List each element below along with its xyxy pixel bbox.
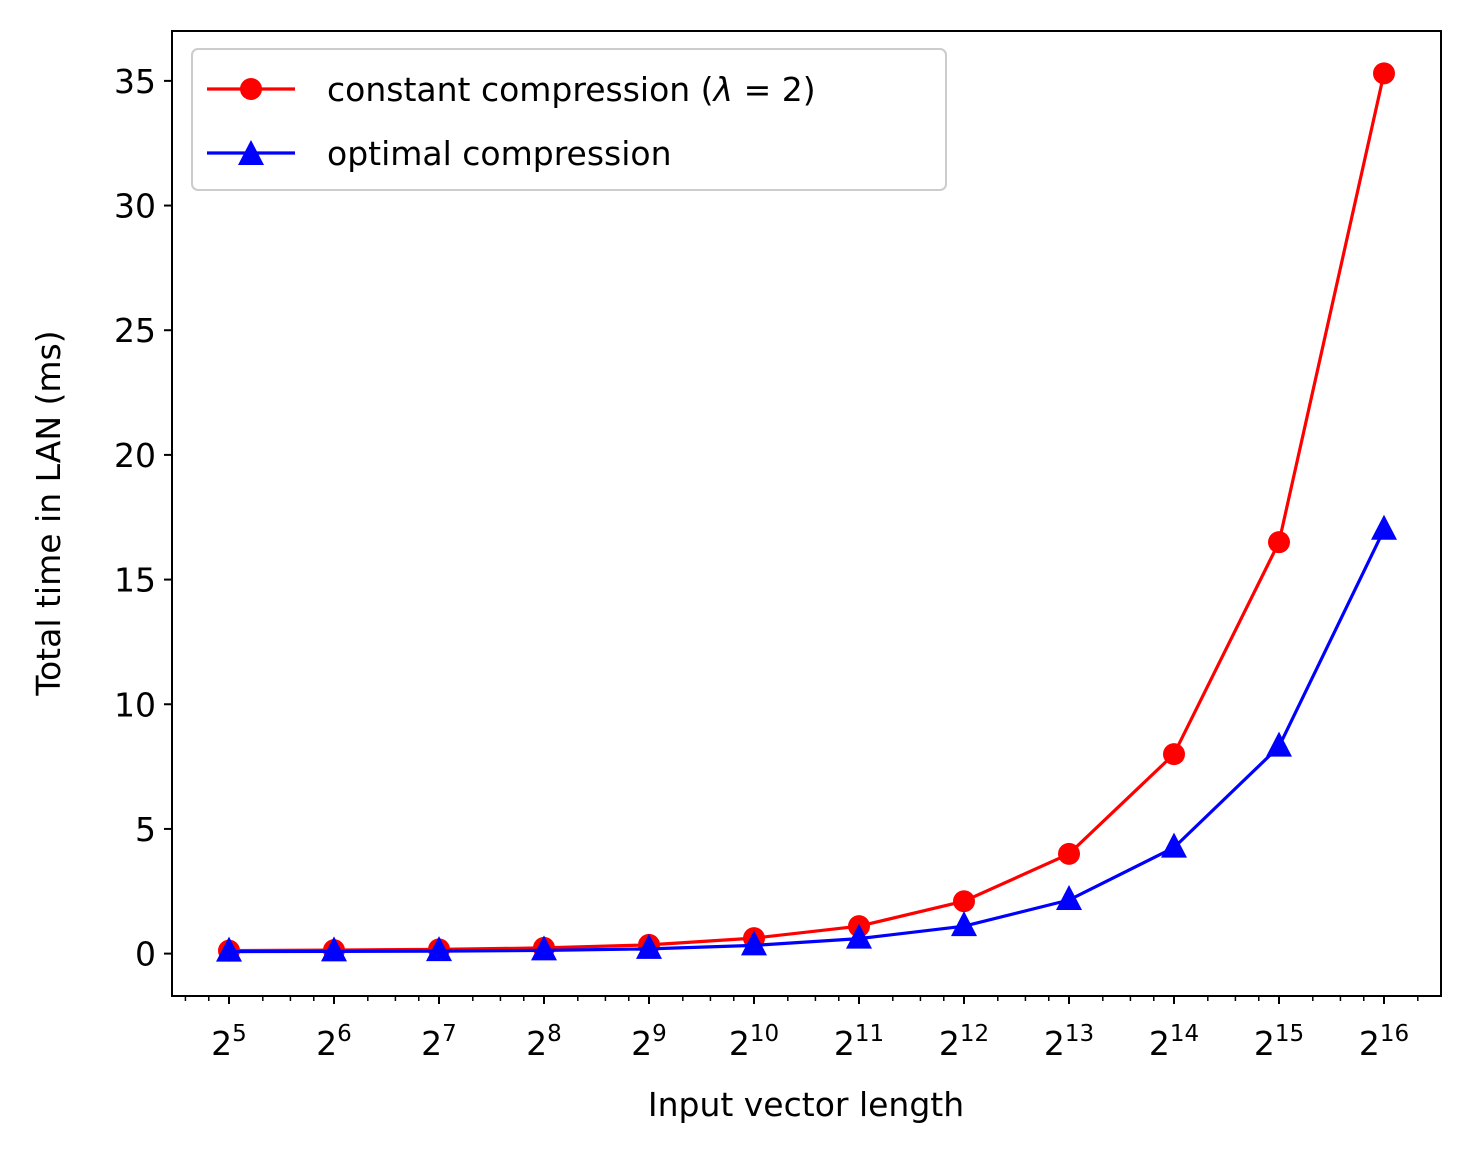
- data-point: [953, 890, 975, 913]
- axis-ticks: 0 5 10 15 20 25 30 35 25 26 27 28 29 210 211 212 213 214 2…: [114, 62, 1419, 1063]
- data-point: [1056, 884, 1082, 910]
- x-tick-label: 210: [729, 1021, 779, 1063]
- data-point: [426, 936, 452, 962]
- legend-label-constant: constant compression (λ = 2): [327, 70, 816, 109]
- x-tick-label: 29: [631, 1021, 667, 1063]
- x-tick-label: 216: [1359, 1021, 1409, 1063]
- x-tick-label: 215: [1254, 1021, 1304, 1063]
- data-point: [741, 930, 767, 956]
- data-point: [1163, 743, 1185, 766]
- series-line: [228, 529, 1386, 954]
- series-layer: [216, 62, 1397, 962]
- x-tick-label: 27: [421, 1021, 457, 1063]
- legend-marker-triangle: [238, 140, 264, 165]
- x-tick-label: 211: [834, 1021, 884, 1063]
- y-tick-label: 30: [114, 187, 156, 226]
- x-tick-label: 26: [316, 1021, 352, 1063]
- y-axis-label: Total time in LAN (ms): [29, 330, 68, 696]
- x-tick-label: 214: [1149, 1021, 1199, 1063]
- x-tick-label: 213: [1044, 1021, 1094, 1063]
- legend: constant compression (λ = 2) optimal com…: [191, 48, 947, 191]
- y-tick-label: 35: [114, 62, 156, 101]
- x-tick-label: 25: [211, 1021, 247, 1063]
- x-tick-label: 28: [526, 1021, 562, 1063]
- data-point: [951, 911, 977, 937]
- legend-marker-circle: [240, 78, 262, 100]
- x-tick-label: 212: [939, 1021, 989, 1063]
- data-point: [1268, 531, 1290, 554]
- y-tick-label: 15: [114, 561, 156, 600]
- data-point: [1266, 731, 1292, 757]
- data-point: [531, 935, 557, 961]
- x-axis-label: Input vector length: [648, 1085, 964, 1124]
- data-point: [846, 923, 872, 949]
- y-tick-label: 20: [114, 436, 156, 475]
- plot-frame: [171, 30, 1442, 997]
- y-tick-label: 10: [114, 685, 156, 724]
- data-point: [216, 936, 242, 962]
- series-line: [228, 73, 1386, 953]
- y-tick-label: 25: [114, 311, 156, 350]
- data-point: [1373, 62, 1395, 85]
- y-tick-label: 5: [135, 810, 156, 849]
- data-point: [636, 933, 662, 959]
- y-tick-label: 0: [135, 935, 156, 974]
- data-point: [1058, 842, 1080, 865]
- legend-box: [191, 48, 947, 191]
- legend-label-optimal: optimal compression: [327, 134, 672, 173]
- data-point: [1161, 832, 1187, 858]
- data-point: [1371, 514, 1397, 540]
- data-point: [321, 936, 347, 962]
- series-1: [216, 514, 1397, 962]
